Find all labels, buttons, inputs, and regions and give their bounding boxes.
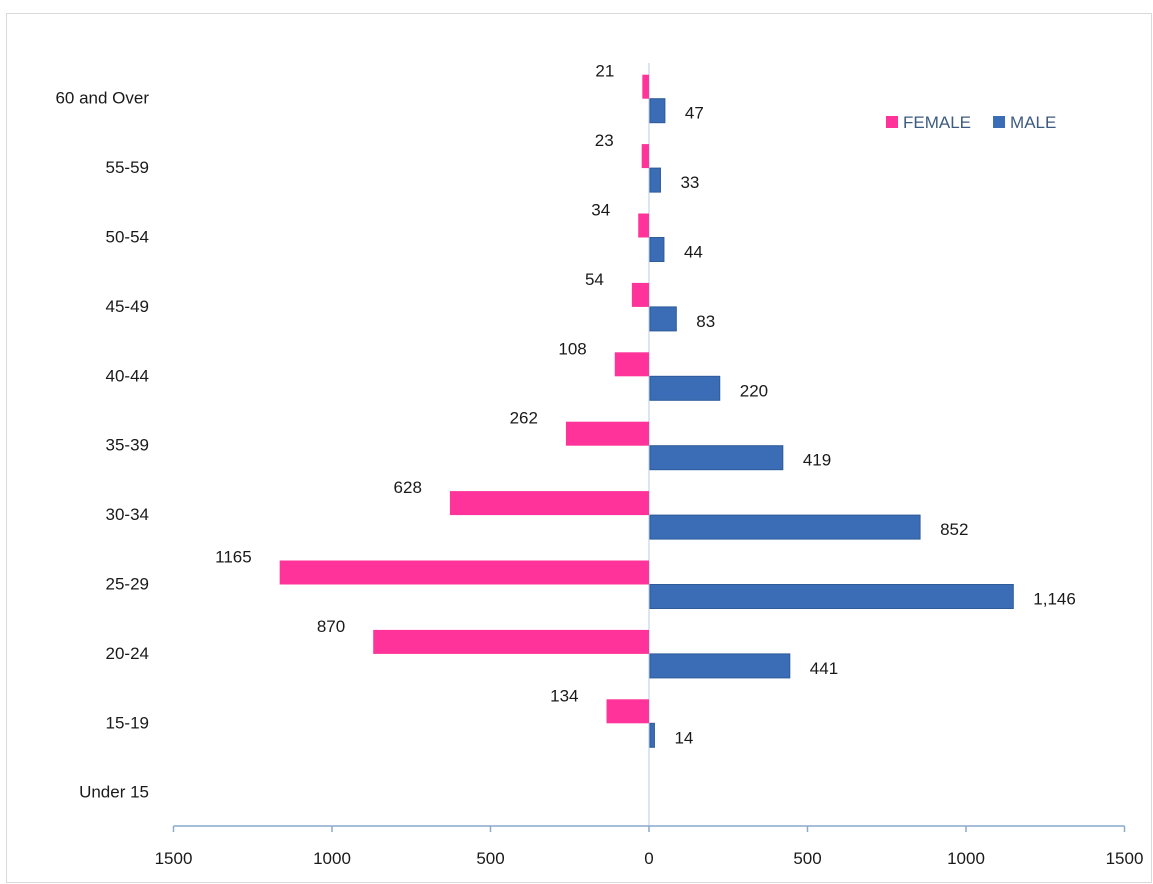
female-bar — [279, 560, 649, 585]
category-label: 40-44 — [106, 366, 149, 385]
male-value-label: 83 — [696, 312, 715, 331]
male-value-label: 33 — [680, 173, 699, 192]
male-value-label: 1,146 — [1033, 590, 1076, 609]
category-label: 55-59 — [106, 158, 149, 177]
female-value-label: 870 — [317, 617, 345, 636]
male-value-label: 47 — [685, 104, 704, 123]
x-tick-label: 1500 — [155, 849, 193, 868]
male-bar — [649, 237, 665, 262]
female-bar — [642, 74, 649, 99]
female-value-label: 262 — [510, 409, 538, 428]
female-bar — [614, 352, 649, 377]
legend: FEMALE MALE — [886, 113, 1056, 132]
male-bar — [649, 98, 666, 124]
male-value-label: 852 — [940, 520, 968, 539]
female-bar — [638, 213, 649, 238]
female-bar — [631, 282, 649, 307]
x-axis-ticks: 1500 1000 500 0 500 1000 1500 — [155, 826, 1144, 868]
category-label: 15-19 — [106, 713, 149, 732]
category-label: 30-34 — [106, 505, 149, 524]
female-value-label: 628 — [394, 478, 422, 497]
male-bar — [649, 584, 1014, 609]
x-tick-label: 1000 — [313, 849, 351, 868]
category-labels: 60 and Over 55-59 50-54 45-49 40-44 35-39 30-3… — [55, 89, 149, 802]
category-label: 60 and Over — [55, 89, 149, 108]
male-value-label: 441 — [810, 659, 838, 678]
female-value-label: 108 — [558, 339, 586, 358]
x-tick-label: 500 — [476, 849, 504, 868]
male-bar — [649, 514, 921, 540]
male-value-label: 44 — [684, 243, 703, 262]
x-tick-label: 1000 — [947, 849, 985, 868]
male-bar — [649, 722, 655, 748]
category-label: 25-29 — [106, 575, 149, 594]
male-value-label: 419 — [803, 451, 831, 470]
bars-group — [279, 74, 1014, 748]
category-label: 20-24 — [106, 644, 149, 663]
male-bar — [649, 167, 661, 193]
female-bar — [565, 421, 649, 446]
male-legend-label: MALE — [1010, 113, 1056, 132]
x-tick-label: 1500 — [1106, 849, 1144, 868]
female-value-label: 54 — [585, 270, 604, 289]
male-bar — [649, 306, 677, 332]
x-tick-label: 0 — [644, 849, 653, 868]
female-legend-label: FEMALE — [903, 113, 971, 132]
female-value-label: 34 — [591, 201, 610, 220]
male-value-label: 14 — [674, 728, 693, 747]
category-label: 35-39 — [106, 436, 149, 455]
male-bar — [649, 653, 791, 679]
female-bar — [641, 144, 649, 169]
male-value-label: 220 — [740, 381, 768, 400]
category-label: Under 15 — [79, 783, 149, 802]
male-bar — [649, 445, 784, 471]
female-bar — [449, 491, 649, 516]
male-bar — [649, 375, 721, 401]
data-labels: 21 47 23 33 34 44 54 83 108 220 262 419 628 852 1165 1,… — [215, 62, 1076, 748]
female-legend-swatch — [886, 116, 898, 128]
category-label: 45-49 — [106, 297, 149, 316]
chart-frame — [6, 13, 1152, 883]
male-legend-swatch — [993, 116, 1006, 128]
female-bar — [373, 629, 649, 654]
female-value-label: 1165 — [215, 548, 252, 567]
female-value-label: 134 — [550, 686, 578, 705]
female-value-label: 23 — [595, 131, 614, 150]
x-tick-label: 500 — [793, 849, 821, 868]
female-value-label: 21 — [595, 62, 614, 81]
category-label: 50-54 — [106, 228, 149, 247]
female-bar — [606, 699, 649, 724]
